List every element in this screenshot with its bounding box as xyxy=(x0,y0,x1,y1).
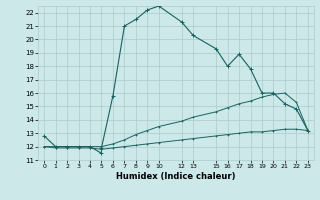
X-axis label: Humidex (Indice chaleur): Humidex (Indice chaleur) xyxy=(116,172,236,181)
